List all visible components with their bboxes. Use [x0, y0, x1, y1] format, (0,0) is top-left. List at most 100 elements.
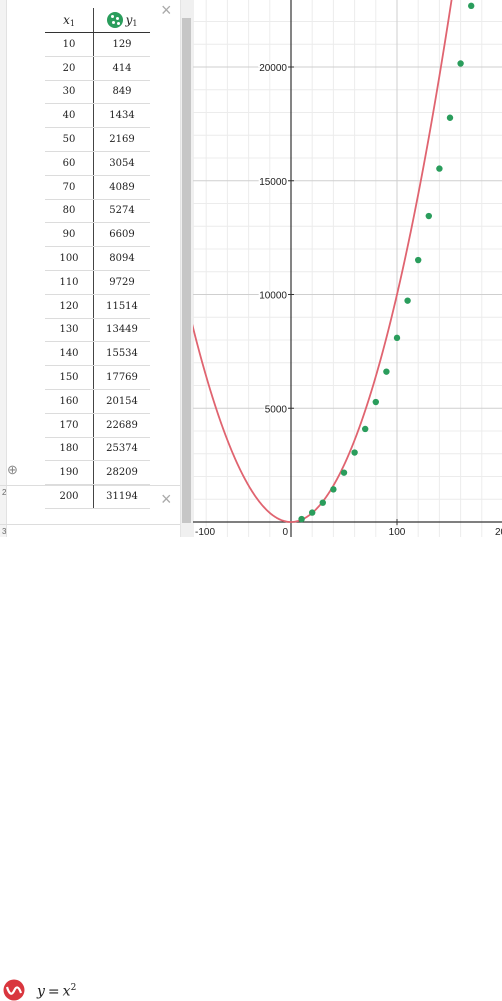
table-row: 160 20154	[45, 389, 150, 414]
data-point[interactable]	[319, 499, 326, 506]
scrollbar-thumb[interactable]	[182, 18, 191, 523]
table-expression[interactable]: x1 y1 10 129 20 414 30 849 40 1434 50 2169 60 3054 7…	[0, 0, 180, 509]
data-point[interactable]	[383, 368, 390, 375]
cell-y[interactable]: 4089	[93, 175, 150, 200]
cell-y[interactable]: 22689	[93, 413, 150, 438]
data-point[interactable]	[425, 212, 432, 220]
table-row: 60 3054	[45, 151, 150, 176]
cell-x[interactable]: 200	[45, 484, 94, 509]
cell-y[interactable]: 8094	[93, 246, 150, 271]
column-y-subscript: 1	[132, 19, 138, 28]
x-tick-label: 20	[495, 527, 502, 537]
column-header-y[interactable]: y1	[93, 8, 150, 33]
cell-x[interactable]: 60	[45, 151, 94, 176]
cell-x[interactable]: 10	[45, 32, 94, 57]
cell-x[interactable]: 160	[45, 389, 94, 414]
data-point[interactable]	[404, 297, 411, 304]
cell-y[interactable]: 414	[93, 56, 150, 81]
table-row: 30 849	[45, 80, 150, 105]
parabola-curve[interactable]	[193, 0, 461, 523]
data-point[interactable]	[372, 398, 379, 406]
cell-x[interactable]: 20	[45, 56, 94, 81]
empty-expression-row[interactable]: 3	[0, 524, 180, 538]
data-point[interactable]	[351, 449, 358, 456]
cell-x[interactable]: 100	[45, 246, 94, 271]
cell-x[interactable]: 70	[45, 175, 94, 200]
y-tick-label: 20000	[259, 63, 287, 74]
table-row: 130 13449	[45, 318, 150, 343]
cell-x[interactable]: 110	[45, 270, 94, 295]
cell-y[interactable]: 15534	[93, 341, 150, 367]
cell-y[interactable]: 31194	[93, 484, 150, 509]
column-y-label: y	[125, 13, 133, 27]
cell-x[interactable]: 40	[45, 103, 94, 129]
cell-y[interactable]: 17769	[93, 365, 150, 390]
cell-y[interactable]: 1434	[93, 103, 150, 129]
minor-gridlines	[193, 0, 502, 537]
x-tick-label: 100	[389, 527, 406, 537]
data-point[interactable]	[309, 509, 316, 516]
cell-y[interactable]: 2169	[93, 127, 150, 152]
cell-x[interactable]: 30	[45, 80, 94, 105]
y-tick-label: 10000	[259, 291, 287, 302]
cell-y[interactable]: 11514	[93, 294, 150, 319]
data-point[interactable]	[446, 114, 454, 121]
data-point[interactable]	[393, 334, 401, 342]
x-tick-label: 0	[282, 527, 288, 537]
cell-y[interactable]: 3054	[93, 151, 150, 176]
row-number-gutter	[0, 0, 7, 537]
table-row: 90 6609	[45, 222, 150, 248]
cell-y[interactable]: 849	[93, 80, 150, 105]
cell-y[interactable]: 6609	[93, 222, 150, 248]
cell-x[interactable]: 170	[45, 413, 94, 438]
table-row: 110 9729	[45, 270, 150, 295]
data-point[interactable]	[436, 165, 443, 172]
cell-x[interactable]: 130	[45, 318, 94, 343]
desmos-logo-icon[interactable]	[3, 979, 25, 1001]
table-row: 10 129	[45, 32, 150, 57]
cell-y[interactable]: 25374	[93, 437, 150, 462]
data-point[interactable]	[340, 469, 348, 476]
cell-x[interactable]: 90	[45, 222, 94, 248]
row-number: 2	[2, 488, 7, 497]
values-table: x1 y1 10 129 20 414 30 849 40 1434 50 2169 60 3054 7…	[45, 8, 150, 509]
table-row: 50 2169	[45, 127, 150, 152]
cell-y[interactable]: 129	[93, 32, 150, 57]
table-row: 150 17769	[45, 365, 150, 390]
data-point[interactable]	[330, 486, 337, 493]
cell-x[interactable]: 150	[45, 365, 94, 390]
zoom-fit-icon[interactable]: ⊕	[7, 462, 18, 477]
cell-x[interactable]: 140	[45, 341, 94, 367]
cell-y[interactable]: 28209	[93, 460, 150, 486]
table-row: 40 1434	[45, 103, 150, 129]
data-point[interactable]	[298, 515, 305, 523]
table-row: 100 8094	[45, 246, 150, 271]
cell-y[interactable]: 9729	[93, 270, 150, 295]
cell-x[interactable]: 190	[45, 460, 94, 486]
expression-row[interactable]: 2 y = x2 ×	[0, 486, 180, 1001]
column-header-x[interactable]: x1	[45, 8, 94, 33]
expression-formula[interactable]: y = x2	[37, 983, 77, 1000]
cell-x[interactable]: 180	[45, 437, 94, 462]
cell-y[interactable]: 13449	[93, 318, 150, 343]
cell-x[interactable]: 120	[45, 294, 94, 319]
delete-table-icon[interactable]: ×	[161, 0, 172, 20]
table-row: 200 31194	[45, 484, 150, 509]
y-tick-label: 5000	[265, 404, 288, 415]
cell-y[interactable]: 5274	[93, 199, 150, 224]
delete-expression-icon[interactable]: ×	[161, 489, 172, 509]
graph-canvas[interactable]: -100 0 100 20 5000 10000 15000 20000	[193, 0, 502, 537]
data-point[interactable]	[468, 2, 475, 10]
cell-y[interactable]: 20154	[93, 389, 150, 414]
cell-x[interactable]: 50	[45, 127, 94, 152]
data-point[interactable]	[362, 425, 369, 433]
x-tick-label: -100	[195, 527, 215, 537]
data-points[interactable]	[298, 0, 502, 523]
data-point[interactable]	[457, 60, 464, 67]
points-style-icon[interactable]	[106, 12, 123, 28]
table-row: 20 414	[45, 56, 150, 81]
cell-x[interactable]: 80	[45, 199, 94, 224]
column-x-label: x	[63, 12, 70, 27]
table-header-row: x1 y1	[45, 8, 150, 33]
data-point[interactable]	[415, 256, 422, 264]
